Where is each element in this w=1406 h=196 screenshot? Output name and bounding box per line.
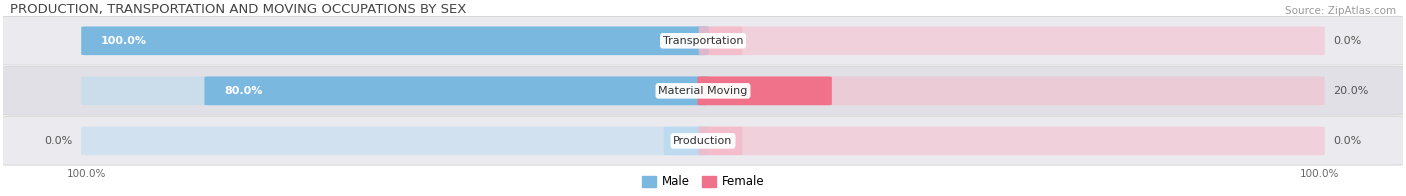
FancyBboxPatch shape	[0, 67, 1406, 115]
FancyBboxPatch shape	[697, 76, 832, 105]
Text: 20.0%: 20.0%	[1333, 86, 1368, 96]
Text: Production: Production	[673, 136, 733, 146]
FancyBboxPatch shape	[664, 127, 707, 155]
Text: Transportation: Transportation	[662, 36, 744, 46]
Text: Material Moving: Material Moving	[658, 86, 748, 96]
Text: 100.0%: 100.0%	[101, 36, 146, 46]
Text: 0.0%: 0.0%	[1333, 36, 1361, 46]
FancyBboxPatch shape	[82, 127, 709, 155]
FancyBboxPatch shape	[699, 27, 742, 55]
FancyBboxPatch shape	[204, 76, 709, 105]
Legend: Male, Female: Male, Female	[637, 171, 769, 193]
Text: 100.0%: 100.0%	[67, 169, 107, 179]
Text: Source: ZipAtlas.com: Source: ZipAtlas.com	[1285, 6, 1396, 16]
FancyBboxPatch shape	[697, 127, 1324, 155]
Text: PRODUCTION, TRANSPORTATION AND MOVING OCCUPATIONS BY SEX: PRODUCTION, TRANSPORTATION AND MOVING OC…	[10, 3, 467, 16]
Text: 80.0%: 80.0%	[224, 86, 263, 96]
Text: 0.0%: 0.0%	[1333, 136, 1361, 146]
FancyBboxPatch shape	[697, 76, 1324, 105]
FancyBboxPatch shape	[82, 76, 709, 105]
FancyBboxPatch shape	[0, 17, 1406, 65]
Text: 100.0%: 100.0%	[1299, 169, 1339, 179]
FancyBboxPatch shape	[699, 127, 742, 155]
Text: 0.0%: 0.0%	[45, 136, 73, 146]
FancyBboxPatch shape	[697, 26, 1324, 55]
FancyBboxPatch shape	[0, 117, 1406, 165]
FancyBboxPatch shape	[82, 26, 709, 55]
